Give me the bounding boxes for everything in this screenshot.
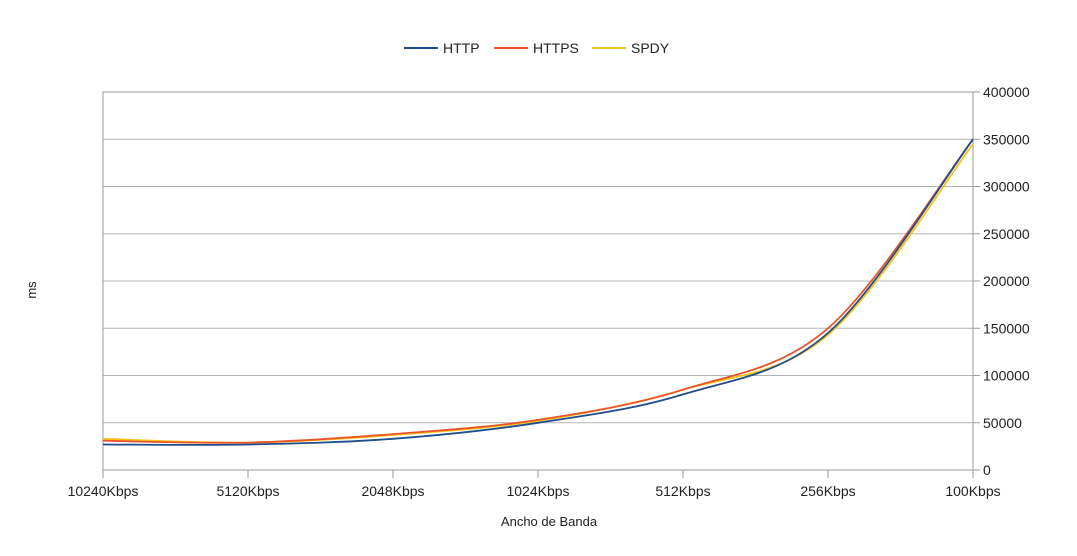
series-line-http	[102, 138, 974, 446]
x-tick-label: 256Kbps	[800, 483, 855, 499]
x-axis: 10240Kbps 5120Kbps 2048Kbps 1024Kbps 512Kbps…	[68, 470, 1001, 499]
y-tick-label: 200000	[983, 273, 1030, 289]
y-tick-label: 50000	[983, 415, 1022, 431]
x-axis-label: Ancho de Banda	[501, 514, 598, 529]
y-tick-label: 400000	[983, 84, 1030, 100]
series-lines	[102, 138, 974, 446]
gridlines	[103, 91, 973, 471]
y-axis: 0 50000 100000 150000 200000 250000 300000 3500…	[973, 84, 1030, 478]
y-tick-label: 350000	[983, 131, 1030, 147]
x-tick-label: 1024Kbps	[506, 483, 569, 499]
y-tick-label: 100000	[983, 368, 1030, 384]
legend-label: HTTPS	[533, 40, 579, 56]
series-line-spdy	[102, 143, 974, 444]
x-tick-label: 100Kbps	[945, 483, 1000, 499]
x-tick-label: 5120Kbps	[216, 483, 279, 499]
y-tick-label: 300000	[983, 179, 1030, 195]
x-tick-label: 512Kbps	[655, 483, 710, 499]
y-axis-label: ms	[24, 281, 39, 299]
y-tick-label: 250000	[983, 226, 1030, 242]
x-tick-label: 10240Kbps	[68, 483, 139, 499]
legend-label: SPDY	[631, 40, 670, 56]
legend-label: HTTP	[443, 40, 480, 56]
y-tick-label: 150000	[983, 320, 1030, 336]
x-tick-label: 2048Kbps	[361, 483, 424, 499]
series-line-https	[102, 138, 974, 444]
legend: HTTP HTTPS SPDY	[404, 40, 670, 56]
y-tick-label: 0	[983, 462, 991, 478]
